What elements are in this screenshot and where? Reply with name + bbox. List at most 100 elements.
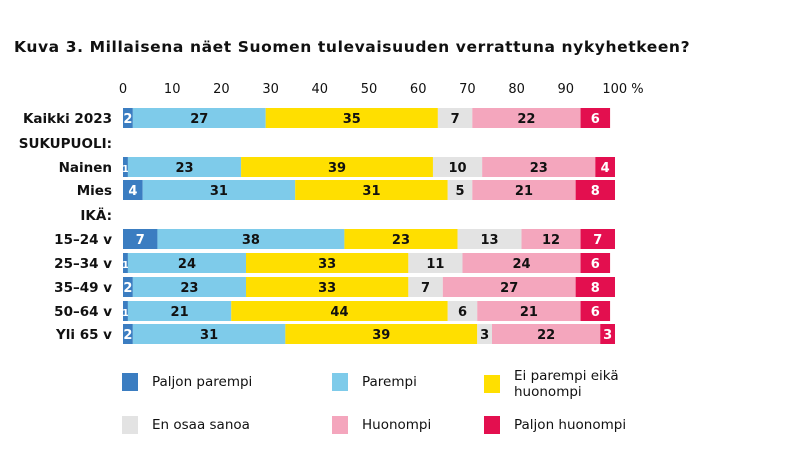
bar-segment (123, 301, 128, 321)
category-label: Kaikki 2023 (23, 111, 112, 127)
bar-segment (123, 253, 128, 273)
data-label: 31 (210, 184, 228, 199)
bar-segment (575, 180, 615, 200)
x-tick-label: 0 (119, 82, 127, 97)
x-tick-label: 90 (558, 82, 575, 97)
bar-segment (437, 108, 473, 128)
legend-swatch (484, 416, 500, 434)
bar-segment (231, 301, 448, 321)
data-label: 24 (512, 257, 530, 272)
bar-segment (246, 277, 409, 297)
bar-segment (408, 253, 463, 273)
data-label: 6 (458, 305, 467, 320)
bar-segment (472, 108, 581, 128)
bar-segment (482, 157, 596, 177)
legend-item-parempi: Parempi (332, 373, 417, 391)
bar-segment (241, 157, 433, 177)
bar-segment (132, 108, 266, 128)
data-label: 8 (591, 281, 600, 296)
bar-segment (285, 324, 478, 344)
x-tick-label: 40 (312, 82, 329, 97)
legend-swatch (332, 373, 348, 391)
bar-segment (127, 157, 242, 177)
bar-segment (447, 180, 473, 200)
bar-segment (492, 324, 601, 344)
bar-segment (295, 180, 448, 200)
data-label: 23 (175, 161, 193, 176)
x-tick-label: 30 (262, 82, 279, 97)
category-label: Mies (77, 183, 112, 199)
data-label: 21 (171, 305, 189, 320)
bar-segment (123, 157, 128, 177)
legend-item-paljon-huonompi: Paljon huonompi (484, 416, 626, 434)
bar-segment (477, 301, 581, 321)
category-label: Nainen (59, 160, 112, 176)
x-tick-label: 100 % (602, 82, 643, 97)
legend-swatch (122, 416, 138, 434)
data-label: 4 (128, 184, 137, 199)
data-label: 6 (591, 305, 600, 320)
bar-segment (142, 180, 296, 200)
bar-segment (344, 229, 458, 249)
legend-swatch (332, 416, 348, 434)
data-label: 2 (123, 281, 132, 296)
data-label: 1 (122, 164, 129, 175)
legend-label: Huonompi (362, 417, 432, 433)
data-label: 7 (136, 233, 145, 248)
legend-label: Parempi (362, 374, 417, 390)
legend-item-en-osaa-sanoa: En osaa sanoa (122, 416, 250, 434)
data-label: 31 (362, 184, 380, 199)
x-tick-label: 60 (410, 82, 427, 97)
data-label: 44 (330, 305, 348, 320)
bar-segment (477, 324, 492, 344)
bar-segment (123, 108, 133, 128)
legend-item-huonompi: Huonompi (332, 416, 431, 434)
data-label: 38 (242, 233, 260, 248)
data-label: 11 (426, 257, 444, 272)
stacked-bar-chart: 0 10 20 30 40 50 60 70 80 90 100 % SUKUPUOLI: IKÄ: Ka… (19, 82, 644, 344)
chart-title: Kuva 3. Millaisena näet Suomen tulevaisu… (14, 38, 691, 56)
data-label: 23 (180, 281, 198, 296)
data-label: 1 (122, 260, 129, 271)
data-label: 39 (372, 328, 390, 343)
bar-segment (127, 301, 232, 321)
data-label: 6 (591, 257, 600, 272)
legend-label: Paljon huonompi (514, 417, 627, 433)
data-label: 31 (200, 328, 218, 343)
bar-segment (123, 277, 133, 297)
bar-segment (123, 229, 158, 249)
category-label: 25–34 v (54, 256, 112, 272)
legend-swatch (122, 373, 138, 391)
bar-segment (595, 157, 615, 177)
data-label: 13 (480, 233, 498, 248)
bar-segment (432, 157, 483, 177)
data-label: 27 (190, 112, 208, 127)
bar-segment (265, 108, 438, 128)
bar-segment (408, 277, 443, 297)
legend-swatch (484, 375, 500, 393)
bar-segment (600, 324, 615, 344)
category-label: 15–24 v (54, 232, 112, 248)
data-label: 4 (601, 161, 610, 176)
data-label: 6 (591, 112, 600, 127)
bar-segment (580, 108, 611, 128)
group-header: SUKUPUOLI: (19, 136, 112, 152)
bar-segment (246, 253, 409, 273)
bar-segment (462, 253, 581, 273)
bar-segment (457, 229, 522, 249)
legend: Paljon parempi Parempi Ei parempi eikä h… (122, 368, 682, 448)
bar-segment (447, 301, 478, 321)
data-label: 23 (530, 161, 548, 176)
data-label: 22 (537, 328, 555, 343)
bar-segment (123, 180, 143, 200)
bar-segment (442, 277, 576, 297)
legend-item-ei-parempi-eika-huonompi: Ei parempi eikä huonompi (484, 368, 644, 400)
bar-segment (157, 229, 345, 249)
bar-segment (580, 229, 615, 249)
data-label: 35 (343, 112, 361, 127)
data-label: 21 (515, 184, 533, 199)
x-tick-label: 80 (508, 82, 525, 97)
data-label: 2 (123, 112, 132, 127)
bar-segment (127, 253, 246, 273)
data-label: 21 (520, 305, 538, 320)
